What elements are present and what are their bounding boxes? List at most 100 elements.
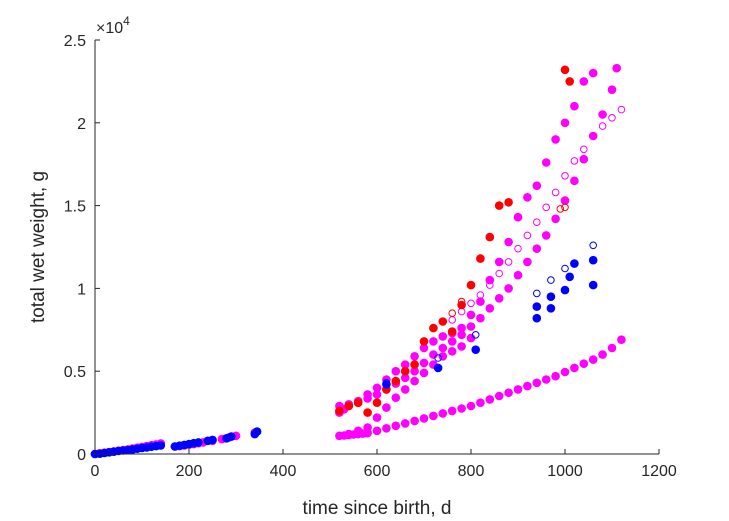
data-point (252, 427, 262, 436)
data-point (363, 390, 372, 399)
y-tick-label: 2.5 (64, 33, 86, 50)
data-point (344, 401, 354, 411)
data-point (410, 366, 419, 376)
data-point (335, 406, 344, 416)
data-point (410, 352, 419, 361)
data-point (523, 193, 532, 202)
data-point (561, 264, 569, 273)
data-point (588, 355, 598, 364)
data-point (533, 289, 541, 298)
data-point (429, 337, 438, 346)
x-tick-label: 0 (91, 463, 100, 480)
data-point (372, 383, 382, 393)
data-point (532, 181, 542, 190)
data-point (382, 380, 391, 389)
data-point (382, 379, 391, 387)
data-point (560, 118, 570, 128)
data-point (466, 280, 476, 290)
data-point (457, 330, 466, 340)
data-point (457, 323, 466, 333)
data-point (485, 304, 495, 313)
data-point (617, 105, 626, 114)
data-point (419, 343, 429, 353)
data-point (551, 135, 560, 144)
data-point (533, 218, 541, 226)
data-point (457, 297, 466, 306)
data-point (438, 317, 448, 326)
data-point (547, 276, 555, 284)
data-point (560, 285, 570, 295)
data-point (494, 294, 504, 303)
data-point (438, 332, 448, 341)
data-point (466, 333, 476, 343)
data-point (227, 432, 236, 441)
data-point (504, 237, 513, 247)
data-point (429, 350, 438, 359)
data-point (419, 368, 429, 378)
data-point (429, 411, 438, 421)
data-point (579, 359, 589, 369)
data-point (551, 188, 560, 197)
data-point (598, 350, 607, 359)
data-point (589, 241, 598, 250)
data-point (156, 441, 166, 450)
data-point (561, 203, 569, 212)
data-point (447, 406, 457, 416)
data-point (532, 302, 542, 311)
data-point (419, 414, 429, 423)
data-point (485, 232, 495, 242)
data-point (504, 258, 513, 266)
data-point (570, 101, 579, 111)
data-point (486, 281, 494, 289)
data-point (476, 254, 485, 263)
data-point (400, 373, 410, 383)
data-point (419, 358, 429, 368)
y-tick-label: 0 (77, 447, 86, 464)
data-point (607, 343, 617, 353)
data-point (391, 421, 401, 431)
data-point (419, 337, 429, 346)
data-point (391, 366, 401, 376)
data-point (560, 196, 570, 205)
data-point (471, 345, 481, 355)
y-ticks: 0 0.5 1 1.5 2 2.5 (64, 33, 100, 464)
data-point (476, 313, 485, 323)
data-point (344, 429, 354, 439)
data-point (429, 323, 438, 333)
y-tick-label: 1.5 (64, 199, 86, 216)
data-point (476, 297, 485, 306)
data-point (556, 205, 565, 213)
data-point (433, 363, 443, 373)
data-point (438, 409, 448, 418)
data-point (494, 391, 504, 401)
data-point (541, 158, 551, 167)
data-point (612, 63, 621, 73)
x-tick-label: 1000 (547, 463, 583, 480)
data-point (570, 363, 579, 373)
data-point (494, 201, 504, 210)
data-point (532, 313, 542, 323)
data-point (438, 343, 448, 353)
x-tick-label: 400 (270, 463, 297, 480)
data-point (457, 342, 466, 351)
data-point (542, 203, 551, 212)
y-exponent-power: 4 (123, 14, 130, 28)
data-point (546, 292, 556, 302)
data-point (565, 272, 574, 282)
data-point (570, 176, 579, 186)
y-tick-label: 2 (77, 116, 86, 133)
data-point (466, 310, 476, 320)
data-point (353, 426, 363, 436)
data-point (588, 280, 598, 290)
data-point (514, 244, 522, 253)
data-point (494, 257, 504, 267)
data-point (476, 398, 485, 408)
data-point (495, 269, 504, 278)
data-point (523, 257, 532, 267)
data-point (570, 157, 579, 165)
data-point (532, 244, 542, 253)
x-tick-label: 800 (458, 463, 485, 480)
data-point (546, 304, 556, 313)
data-point (372, 426, 382, 436)
data-point (598, 110, 607, 119)
